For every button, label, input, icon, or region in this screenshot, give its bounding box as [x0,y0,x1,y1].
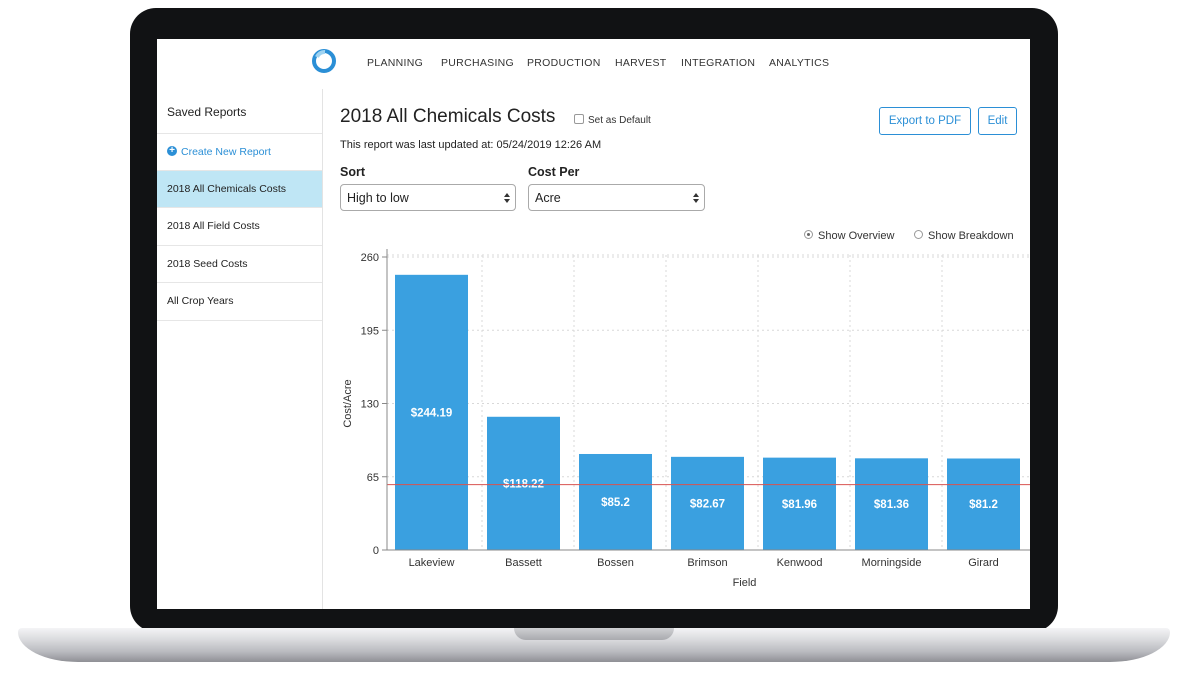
sidebar-item-label: 2018 Seed Costs [167,258,248,270]
plus-circle-icon: + [167,146,177,156]
show-breakdown-radio[interactable]: Show Breakdown [914,230,1014,242]
laptop-notch [514,628,674,640]
x-tick-label: Kenwood [777,557,823,569]
bar-value-label: $81.2 [969,499,998,511]
bar-value-label: $81.96 [782,499,817,511]
sort-select-value: High to low [347,191,409,205]
bar-lakeview [395,274,468,550]
set-as-default-checkbox[interactable]: Set as Default [574,114,651,126]
edit-button[interactable]: Edit [978,107,1017,135]
bar-value-label: $85.2 [601,497,630,509]
sidebar-item-2018-all-field-costs[interactable]: 2018 All Field Costs [157,207,322,245]
checkbox-icon[interactable] [574,114,584,124]
cost-per-label: Cost Per [528,165,580,179]
cost-per-select[interactable]: Acre [528,184,705,211]
radio-selected-icon[interactable] [804,230,813,239]
bar-bassett [487,416,560,550]
export-to-pdf-button[interactable]: Export to PDF [879,107,971,135]
x-tick-label: Bossen [597,557,634,569]
bar-kenwood [763,457,836,550]
bar-bossen [579,453,652,550]
sort-select[interactable]: High to low [340,184,516,211]
app-screen: PLANNING PURCHASING PRODUCTION HARVEST I… [157,39,1030,609]
create-new-report-label: Create New Report [181,146,271,158]
bar-girard [947,458,1020,550]
y-tick-label: 65 [367,472,379,484]
y-tick-label: 195 [361,325,379,337]
last-updated-text: This report was last updated at: 05/24/2… [340,139,602,151]
y-tick-label: 0 [373,545,379,557]
nav-production[interactable]: PRODUCTION [527,57,601,69]
create-new-report-link[interactable]: + Create New Report [157,133,322,171]
cost-bar-chart: 065130195260$244.19Lakeview$118.22Basset… [342,249,1030,589]
show-overview-label: Show Overview [818,230,895,242]
x-tick-label: Lakeview [409,557,455,569]
y-tick-label: 260 [361,252,379,264]
sidebar-item-all-crop-years[interactable]: All Crop Years [157,282,322,321]
bar-value-label: $81.36 [874,499,909,511]
x-axis-title: Field [733,577,757,589]
radio-unselected-icon[interactable] [914,230,923,239]
bar-value-label: $244.19 [411,407,453,419]
x-tick-label: Girard [968,557,999,569]
nav-harvest[interactable]: HARVEST [615,57,667,69]
nav-analytics[interactable]: ANALYTICS [769,57,830,69]
nav-planning[interactable]: PLANNING [367,57,424,69]
y-tick-label: 130 [361,399,379,411]
sidebar-item-label: 2018 All Field Costs [167,220,260,232]
x-tick-label: Bassett [505,557,542,569]
set-as-default-label: Set as Default [588,115,651,126]
show-breakdown-label: Show Breakdown [928,230,1014,242]
select-arrows-icon [693,193,699,203]
nav-integration[interactable]: INTEGRATION [681,57,756,69]
bar-morningside [855,458,928,550]
x-tick-label: Brimson [687,557,727,569]
sidebar-item-2018-seed-costs[interactable]: 2018 Seed Costs [157,245,322,283]
bar-brimson [671,456,744,550]
x-tick-label: Morningside [862,557,922,569]
select-arrows-icon [504,193,510,203]
sidebar-item-2018-all-chemicals-costs[interactable]: 2018 All Chemicals Costs [157,170,322,208]
show-overview-radio[interactable]: Show Overview [804,230,894,242]
y-axis-title: Cost/Acre [342,379,354,427]
sidebar-item-label: 2018 All Chemicals Costs [167,183,287,195]
top-navigation: PLANNING PURCHASING PRODUCTION HARVEST I… [157,39,1030,90]
sidebar-title: Saved Reports [167,105,247,119]
ring-logo-icon[interactable] [311,48,337,74]
sidebar-item-label: All Crop Years [167,295,234,307]
report-title: 2018 All Chemicals Costs [340,106,556,127]
saved-reports-sidebar: Saved Reports + Create New Report 2018 A… [157,89,323,609]
bar-value-label: $82.67 [690,498,725,510]
cost-per-select-value: Acre [535,191,561,205]
nav-purchasing[interactable]: PURCHASING [441,57,515,69]
sort-label: Sort [340,165,365,179]
